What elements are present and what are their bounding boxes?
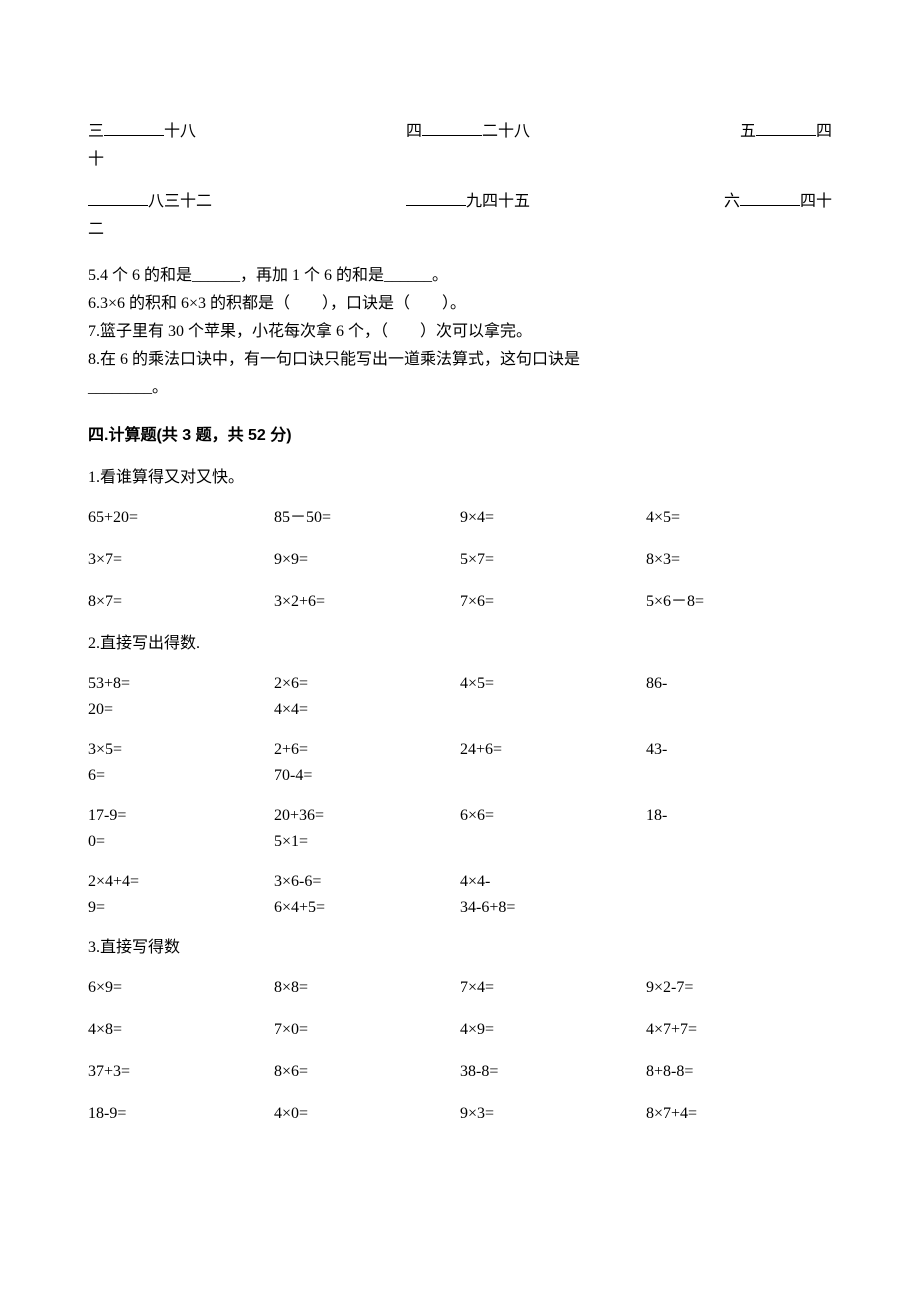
calc-cell: 20+36= <box>274 804 460 828</box>
calc-cell <box>646 698 832 722</box>
fill4-r2-c3: 六四十 <box>724 190 832 214</box>
fill4-row1-wrap: 十 <box>88 148 832 172</box>
calc-cell: 3×7= <box>88 548 274 572</box>
q3-grid: 6×9= 8×8= 7×4= 9×2-7= 4×8= 7×0= 4×9= 4×7… <box>88 976 832 1126</box>
calc-cell: 2×6= <box>274 672 460 696</box>
calc-cell <box>460 764 646 788</box>
section4-title: 四.计算题(共 3 题，共 52 分) <box>88 424 832 448</box>
q1-row: 8×7= 3×2+6= 7×6= 5×6－8= <box>88 590 832 614</box>
calc-cell: 53+8= <box>88 672 274 696</box>
calc-cell: 9×9= <box>274 548 460 572</box>
blank <box>406 190 466 206</box>
q2-group: 2×4+4= 3×6-6= 4×4- 9= 6×4+5= 34-6+8= <box>88 870 832 920</box>
calc-cell: 6×9= <box>88 976 274 1000</box>
calc-cell: 20= <box>88 698 274 722</box>
fill4-row1: 三十八 四二十八 五四 <box>88 120 832 144</box>
calc-cell: 5×6－8= <box>646 590 832 614</box>
q1-grid: 65+20= 85－50= 9×4= 4×5= 3×7= 9×9= 5×7= 8… <box>88 506 832 614</box>
calc-cell: 34-6+8= <box>460 896 646 920</box>
calc-cell: 85－50= <box>274 506 460 530</box>
calc-cell: 3×6-6= <box>274 870 460 894</box>
calc-cell: 7×4= <box>460 976 646 1000</box>
calc-cell <box>646 830 832 854</box>
q3-row: 18-9= 4×0= 9×3= 8×7+4= <box>88 1102 832 1126</box>
calc-cell: 70-4= <box>274 764 460 788</box>
q3-row: 6×9= 8×8= 7×4= 9×2-7= <box>88 976 832 1000</box>
calc-cell <box>460 830 646 854</box>
calc-cell <box>460 698 646 722</box>
calc-cell: 5×1= <box>274 830 460 854</box>
q2-group: 17-9= 20+36= 6×6= 18- 0= 5×1= <box>88 804 832 854</box>
fill4-r1-c1: 三十八 <box>88 120 196 144</box>
blank <box>756 120 816 136</box>
calc-cell: 7×6= <box>460 590 646 614</box>
blank <box>88 190 148 206</box>
calc-cell: 4×8= <box>88 1018 274 1042</box>
calc-cell: 18- <box>646 804 832 828</box>
calc-cell: 0= <box>88 830 274 854</box>
calc-cell: 7×0= <box>274 1018 460 1042</box>
calc-cell: 24+6= <box>460 738 646 762</box>
calc-cell: 8×8= <box>274 976 460 1000</box>
fill4-row2-wrap: 二 <box>88 218 832 242</box>
calc-cell: 6×4+5= <box>274 896 460 920</box>
calc-cell: 17-9= <box>88 804 274 828</box>
calc-cell: 8×7= <box>88 590 274 614</box>
calc-cell: 2×4+4= <box>88 870 274 894</box>
calc-cell: 4×5= <box>460 672 646 696</box>
fill4-r2-c2: 九四十五 <box>406 190 530 214</box>
calc-cell: 6×6= <box>460 804 646 828</box>
q1-row: 65+20= 85－50= 9×4= 4×5= <box>88 506 832 530</box>
calc-cell <box>646 764 832 788</box>
calc-cell: 5×7= <box>460 548 646 572</box>
calc-cell: 3×2+6= <box>274 590 460 614</box>
blank <box>104 120 164 136</box>
calc-cell: 9×4= <box>460 506 646 530</box>
calc-cell: 86- <box>646 672 832 696</box>
q1-title: 1.看谁算得又对又快。 <box>88 466 832 490</box>
calc-cell: 8+8-8= <box>646 1060 832 1084</box>
calc-cell: 9= <box>88 896 274 920</box>
q3-title: 3.直接写得数 <box>88 936 832 960</box>
calc-cell <box>646 870 832 894</box>
fill8b: ________。 <box>88 376 832 400</box>
calc-cell: 4×4- <box>460 870 646 894</box>
calc-cell: 8×3= <box>646 548 832 572</box>
fill4-r1-c3: 五四 <box>740 120 832 144</box>
fill4-r2-c1: 八三十二 <box>88 190 212 214</box>
fill7: 7.篮子里有 30 个苹果，小花每次拿 6 个，（ ）次可以拿完。 <box>88 320 832 344</box>
fill6: 6.3×6 的积和 6×3 的积都是（ ），口诀是（ ）。 <box>88 292 832 316</box>
calc-cell: 4×5= <box>646 506 832 530</box>
q1-row: 3×7= 9×9= 5×7= 8×3= <box>88 548 832 572</box>
calc-cell: 2+6= <box>274 738 460 762</box>
q3-row: 37+3= 8×6= 38-8= 8+8-8= <box>88 1060 832 1084</box>
calc-cell: 43- <box>646 738 832 762</box>
blank <box>740 190 800 206</box>
calc-cell: 4×4= <box>274 698 460 722</box>
calc-cell: 4×0= <box>274 1102 460 1126</box>
calc-cell: 4×9= <box>460 1018 646 1042</box>
q2-title: 2.直接写出得数. <box>88 632 832 656</box>
calc-cell: 18-9= <box>88 1102 274 1126</box>
q3-row: 4×8= 7×0= 4×9= 4×7+7= <box>88 1018 832 1042</box>
q2-grid: 53+8= 2×6= 4×5= 86- 20= 4×4= 3×5= 2+6= 2… <box>88 672 832 920</box>
calc-cell: 65+20= <box>88 506 274 530</box>
calc-cell: 8×7+4= <box>646 1102 832 1126</box>
calc-cell: 38-8= <box>460 1060 646 1084</box>
fill5: 5.4 个 6 的和是______，再加 1 个 6 的和是______。 <box>88 264 832 288</box>
q2-group: 3×5= 2+6= 24+6= 43- 6= 70-4= <box>88 738 832 788</box>
calc-cell <box>646 896 832 920</box>
blank <box>422 120 482 136</box>
calc-cell: 6= <box>88 764 274 788</box>
calc-cell: 9×3= <box>460 1102 646 1126</box>
calc-cell: 3×5= <box>88 738 274 762</box>
calc-cell: 9×2-7= <box>646 976 832 1000</box>
calc-cell: 4×7+7= <box>646 1018 832 1042</box>
q2-group: 53+8= 2×6= 4×5= 86- 20= 4×4= <box>88 672 832 722</box>
fill4-row2: 八三十二 九四十五 六四十 <box>88 190 832 214</box>
calc-cell: 37+3= <box>88 1060 274 1084</box>
calc-cell: 8×6= <box>274 1060 460 1084</box>
fill8a: 8.在 6 的乘法口诀中，有一句口诀只能写出一道乘法算式，这句口诀是 <box>88 348 832 372</box>
fill4-r1-c2: 四二十八 <box>406 120 530 144</box>
